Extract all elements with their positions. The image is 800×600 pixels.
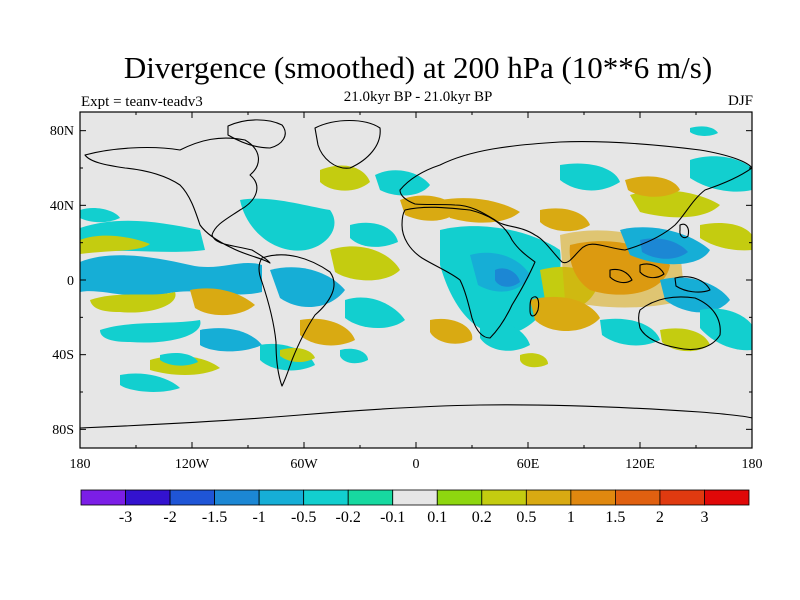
- colorbar-label: -0.2: [336, 509, 361, 526]
- colorbar-swatch: [525, 489, 572, 506]
- contour-blob: [340, 348, 368, 364]
- colorbar-label: 1: [567, 509, 575, 526]
- colorbar-swatch: [169, 489, 215, 506]
- colorbar-swatch: [125, 489, 171, 506]
- coastline: [639, 263, 665, 279]
- coastline: [258, 254, 335, 387]
- contour-blob: [700, 308, 752, 351]
- chart-title: Divergence (smoothed) at 200 hPa (10**6 …: [123, 50, 713, 85]
- contour-blob: [300, 318, 355, 346]
- contour-blob: [660, 277, 730, 313]
- coastline: [674, 276, 711, 293]
- lon-label: 60E: [517, 457, 540, 472]
- contour-blob: [600, 318, 660, 346]
- contour-blob: [90, 292, 176, 313]
- lat-label: 40N: [50, 199, 74, 214]
- contour-blob: [480, 319, 530, 351]
- coastline: [227, 119, 286, 149]
- colorbar-label: -2: [163, 509, 176, 526]
- contour-blob: [350, 222, 398, 247]
- coastline: [399, 141, 752, 264]
- colorbar-swatch: [570, 489, 616, 506]
- coastline: [314, 120, 381, 169]
- contour-blob: [625, 176, 680, 197]
- colorbar-label: -0.1: [380, 509, 405, 526]
- colorbar-label: -0.5: [291, 509, 316, 526]
- latitude-ticks: [80, 130, 752, 430]
- colorbar-swatch: [704, 489, 750, 506]
- contour-blob: [660, 328, 710, 352]
- colorbar-swatch: [303, 489, 349, 506]
- contour-blob: [430, 318, 473, 344]
- colorbar-label: 1.5: [605, 509, 625, 526]
- contour-blob: [80, 255, 262, 297]
- experiment-label: Expt = teanv-teadv3: [81, 94, 203, 110]
- colorbar-swatch: [80, 489, 126, 506]
- colorbar-label: -1.5: [202, 509, 227, 526]
- colorbar-swatch: [615, 489, 661, 506]
- colorbar-swatch: [258, 489, 305, 506]
- contour-blob: [320, 165, 370, 191]
- colorbar-label: 2: [656, 509, 664, 526]
- contour-blob: [520, 353, 548, 368]
- lon-label: 0: [413, 457, 420, 472]
- colorbar-label: 3: [700, 509, 708, 526]
- contour-blob: [495, 268, 520, 287]
- contour-blob: [190, 288, 255, 316]
- coastline: [80, 404, 752, 429]
- colorbar-swatch: [659, 489, 705, 506]
- coastline: [529, 296, 540, 317]
- colorbar-label: -3: [119, 509, 132, 526]
- coastline: [609, 268, 633, 284]
- contour-blob: [240, 198, 335, 251]
- contour-blob: [345, 297, 405, 329]
- colorbar-label: -1: [252, 509, 265, 526]
- contour-blob: [200, 328, 262, 352]
- contour-blob: [80, 235, 150, 254]
- contour-blob: [100, 320, 201, 343]
- lat-label: 80N: [50, 124, 74, 139]
- colorbar-swatch: [392, 489, 438, 506]
- contour-blob: [160, 352, 198, 366]
- coastline: [679, 223, 690, 239]
- lon-label: 180: [70, 457, 91, 472]
- lat-label: 80S: [52, 423, 74, 438]
- contour-blob: [280, 347, 315, 363]
- lon-label: 120W: [175, 457, 210, 472]
- coastline: [637, 296, 721, 351]
- contour-blob: [700, 223, 752, 251]
- longitude-ticks: [79, 112, 753, 448]
- coastline: [401, 206, 536, 339]
- colorbar-label: 0.2: [472, 509, 492, 526]
- period-subtitle: 21.0kyr BP - 21.0kyr BP: [343, 89, 493, 105]
- colorbar-swatch: [481, 489, 527, 506]
- coastlines: [80, 119, 752, 429]
- colorbar-label: 0.5: [516, 509, 536, 526]
- lat-label: 0: [67, 274, 74, 289]
- lon-label: 180: [742, 457, 763, 472]
- colorbar: -3 -2 -1.5 -1 -0.5 -0.2 -0.1 0.1 0.2 0.5 1 1.5 2 3: [80, 489, 750, 526]
- contour-blob: [120, 373, 180, 392]
- contour-blob: [640, 238, 688, 259]
- field-contours: [80, 126, 752, 392]
- contour-blob: [440, 198, 520, 223]
- season-label: DJF: [727, 93, 753, 109]
- coastline: [84, 137, 271, 264]
- contour-blob: [270, 267, 345, 308]
- contour-blob: [330, 246, 400, 281]
- colorbar-label: 0.1: [427, 509, 447, 526]
- contour-blob: [80, 207, 120, 223]
- contour-blob: [690, 156, 752, 192]
- lon-label: 120E: [625, 457, 655, 472]
- contour-blob: [540, 208, 590, 232]
- contour-blob: [690, 126, 718, 136]
- contour-blob: [560, 163, 620, 191]
- colorbar-swatch: [436, 489, 483, 506]
- contour-blob: [530, 296, 600, 332]
- colorbar-swatch: [214, 489, 260, 506]
- colorbar-swatch: [347, 489, 394, 506]
- lon-label: 60W: [290, 457, 318, 472]
- lat-label: 40S: [52, 348, 74, 363]
